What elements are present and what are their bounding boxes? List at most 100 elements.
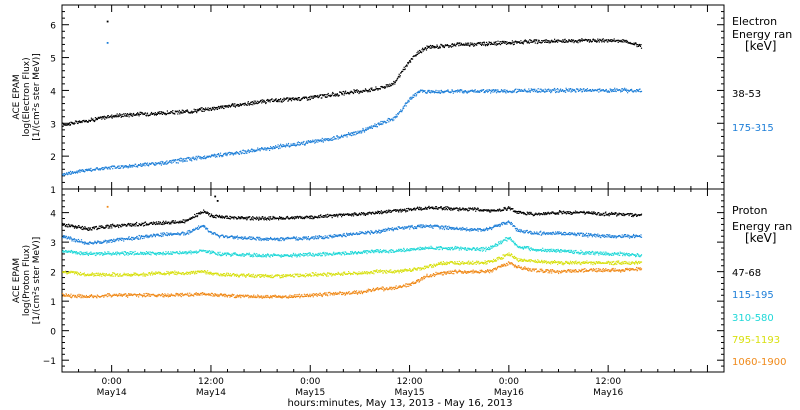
data-point	[139, 223, 141, 225]
data-point	[374, 211, 376, 213]
data-point	[523, 212, 525, 214]
data-point	[183, 219, 185, 221]
data-point	[377, 211, 379, 213]
data-point	[358, 233, 361, 235]
data-point	[496, 43, 499, 46]
data-point	[540, 230, 542, 232]
data-point	[573, 89, 576, 91]
data-point	[251, 218, 253, 220]
data-point	[436, 92, 439, 94]
data-point	[341, 92, 343, 94]
data-point	[586, 234, 588, 237]
data-point	[232, 217, 234, 219]
data-point	[635, 214, 637, 216]
data-point	[563, 212, 565, 214]
data-point	[212, 154, 215, 156]
data-point	[388, 118, 390, 120]
data-point	[439, 47, 441, 49]
data-point	[68, 171, 70, 173]
data-point	[116, 239, 118, 241]
data-point	[538, 212, 540, 214]
data-point	[353, 91, 356, 93]
data-point	[354, 89, 356, 92]
data-point	[143, 222, 145, 224]
data-point	[223, 107, 225, 110]
data-point	[344, 134, 346, 136]
data-point	[101, 167, 103, 169]
data-point	[442, 91, 444, 93]
data-point	[591, 236, 593, 238]
data-point	[437, 90, 439, 92]
data-point	[198, 228, 200, 230]
data-point	[307, 97, 309, 99]
data-point	[244, 102, 246, 104]
data-point	[62, 222, 64, 225]
data-point	[464, 44, 466, 46]
data-point	[536, 39, 538, 41]
data-point	[385, 228, 387, 230]
data-point	[85, 120, 87, 122]
data-point	[512, 42, 514, 44]
data-point	[212, 232, 214, 234]
data-point	[450, 209, 452, 211]
data-point	[264, 238, 266, 240]
data-point	[134, 238, 136, 240]
data-point	[212, 216, 215, 219]
data-point	[226, 217, 228, 219]
data-point	[579, 90, 581, 92]
data-point	[217, 215, 219, 217]
data-point	[623, 234, 625, 236]
data-point	[565, 87, 567, 89]
data-point	[263, 148, 265, 150]
data-point	[385, 229, 387, 231]
data-point	[205, 107, 207, 109]
data-point	[62, 236, 64, 238]
data-point	[263, 238, 265, 240]
data-point	[553, 89, 555, 91]
data-point	[519, 211, 521, 213]
data-point	[335, 214, 337, 216]
data-point	[327, 92, 329, 95]
data-point	[560, 40, 562, 42]
x-tick-label-date: May14	[97, 388, 127, 398]
data-point	[573, 232, 576, 234]
data-point	[326, 236, 328, 239]
data-point	[229, 152, 231, 154]
data-point	[120, 114, 122, 116]
data-point	[524, 213, 526, 215]
data-point	[613, 89, 615, 91]
data-point	[554, 90, 556, 92]
data-point	[62, 251, 64, 253]
data-point	[138, 223, 140, 225]
data-point	[107, 240, 109, 242]
data-point	[577, 88, 579, 90]
data-point	[615, 212, 617, 214]
data-point	[264, 101, 266, 103]
data-point	[416, 227, 418, 230]
data-point	[528, 42, 530, 44]
data-point	[325, 96, 327, 98]
data-point	[203, 108, 205, 110]
data-point	[203, 211, 205, 213]
data-point	[183, 158, 185, 160]
data-point	[221, 215, 223, 217]
data-point	[464, 90, 466, 92]
data-point	[487, 91, 489, 93]
y-tick-label: 0	[50, 328, 56, 338]
data-point	[195, 155, 197, 157]
data-point	[234, 235, 236, 238]
data-point	[194, 228, 196, 230]
data-point	[355, 133, 358, 135]
data-point	[223, 217, 226, 219]
data-point	[546, 213, 548, 215]
data-point	[446, 226, 448, 228]
data-point	[323, 216, 325, 218]
data-point	[515, 228, 517, 230]
data-point	[111, 117, 113, 119]
data-point	[202, 212, 204, 214]
data-point	[605, 214, 607, 216]
data-point	[259, 218, 261, 220]
data-point	[78, 225, 80, 227]
data-point	[423, 49, 425, 51]
data-point	[275, 98, 277, 100]
